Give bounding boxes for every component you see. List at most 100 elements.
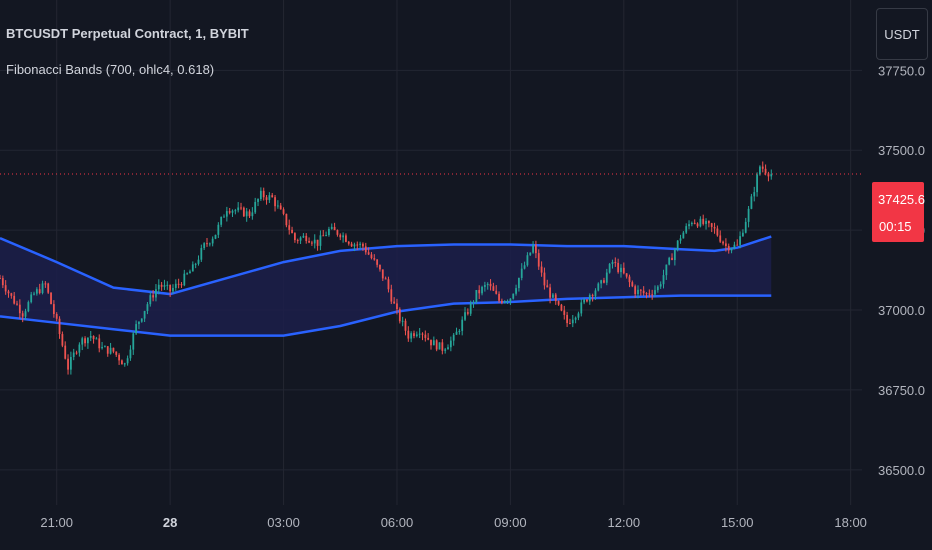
band-upper-line	[0, 235, 772, 296]
candle-body	[132, 333, 135, 350]
candle-body	[305, 235, 308, 241]
candle-body	[398, 309, 401, 322]
candle-body	[724, 243, 727, 246]
candle-body	[169, 284, 172, 292]
candle-body	[172, 287, 174, 292]
candle-body	[75, 352, 78, 354]
candle-body	[38, 289, 41, 294]
candle-body	[688, 224, 690, 227]
candle-body	[478, 290, 481, 294]
candle-body	[325, 235, 327, 237]
candle-body	[180, 284, 183, 286]
candle-body	[461, 319, 464, 331]
price-axis[interactable]: 37750.037500.037250.037000.036750.036500…	[878, 63, 925, 478]
last-price-value: 37425.6	[878, 192, 925, 207]
candle-body	[228, 211, 231, 213]
candle-body	[739, 236, 741, 245]
candle-body	[756, 174, 758, 193]
candle-body	[469, 302, 472, 314]
candle-body	[648, 293, 651, 295]
candle-body	[10, 293, 13, 296]
candle-body	[376, 259, 379, 265]
price-tick-label: 37750.0	[878, 63, 925, 78]
candle-body	[4, 285, 7, 292]
candle-body	[135, 324, 138, 334]
candle-body	[140, 318, 143, 322]
candle-body	[18, 304, 21, 314]
candle-body	[1, 278, 4, 286]
candle-body	[163, 285, 166, 287]
candle-body	[211, 238, 214, 244]
candle-body	[155, 289, 157, 298]
symbol-title[interactable]: BTCUSDT Perpetual Contract, 1, BYBIT	[6, 26, 249, 41]
currency-button[interactable]: USDT	[876, 8, 928, 60]
candle-body	[262, 190, 265, 198]
candle-body	[424, 334, 427, 338]
candle-body	[143, 310, 146, 319]
candle-body	[58, 318, 61, 335]
candle-body	[546, 285, 549, 288]
candle-body	[177, 283, 180, 285]
time-axis[interactable]: 21:00 28 03:00 06:00 09:00 12:00 15:00 18:00	[40, 515, 866, 530]
candle-body	[552, 294, 554, 298]
candle-body	[594, 290, 597, 297]
candle-body	[44, 283, 47, 285]
candle-body	[285, 213, 288, 226]
candle-body	[396, 303, 398, 310]
candle-body	[330, 226, 333, 229]
candle-body	[557, 301, 560, 305]
candle-body	[540, 266, 543, 273]
candle-body	[101, 346, 103, 349]
candle-body	[458, 330, 461, 332]
candle-body	[345, 235, 347, 242]
candle-body	[276, 205, 279, 207]
candle-body	[322, 235, 325, 237]
price-tick-label: 36500.0	[878, 463, 925, 478]
candle-body	[605, 272, 608, 283]
candle-body	[245, 211, 248, 217]
candle-body	[265, 197, 268, 200]
candle-body	[611, 262, 614, 264]
candle-body	[744, 221, 747, 233]
candle-body	[313, 239, 316, 244]
candle-body	[495, 290, 498, 294]
candle-body	[152, 295, 155, 298]
candle-body	[614, 262, 617, 264]
candle-body	[515, 288, 517, 294]
candle-body	[197, 259, 200, 264]
candle-body	[628, 276, 631, 283]
candle-body	[466, 312, 469, 314]
candle-body	[410, 333, 413, 339]
candle-body	[381, 269, 384, 279]
candle-body	[622, 267, 625, 274]
candle-body	[72, 352, 75, 357]
candle-body	[50, 292, 52, 305]
candle-body	[759, 166, 761, 175]
candle-body	[455, 331, 458, 335]
candle-body	[733, 244, 736, 249]
candle-body	[444, 349, 447, 351]
candle-body	[291, 229, 293, 234]
candle-body	[430, 339, 432, 346]
candle-body	[481, 286, 483, 294]
candle-body	[367, 252, 370, 255]
candle-body	[651, 294, 654, 296]
candle-body	[370, 254, 373, 259]
candle-body	[631, 282, 634, 287]
candle-body	[475, 290, 478, 302]
candle-body	[109, 347, 112, 354]
candle-body	[600, 280, 603, 284]
candle-body	[257, 198, 259, 202]
indicator-legend[interactable]: Fibonacci Bands (700, ohlc4, 0.618)	[6, 62, 215, 77]
candle-body	[189, 271, 191, 274]
candle-body	[742, 232, 744, 237]
candle-body	[78, 344, 81, 353]
candle-body	[438, 342, 441, 350]
candle-body	[225, 211, 228, 217]
candle-body	[237, 207, 240, 211]
candle-body	[509, 298, 512, 302]
candle-body	[699, 218, 702, 227]
candle-body	[673, 249, 676, 261]
candle-body	[654, 290, 656, 295]
